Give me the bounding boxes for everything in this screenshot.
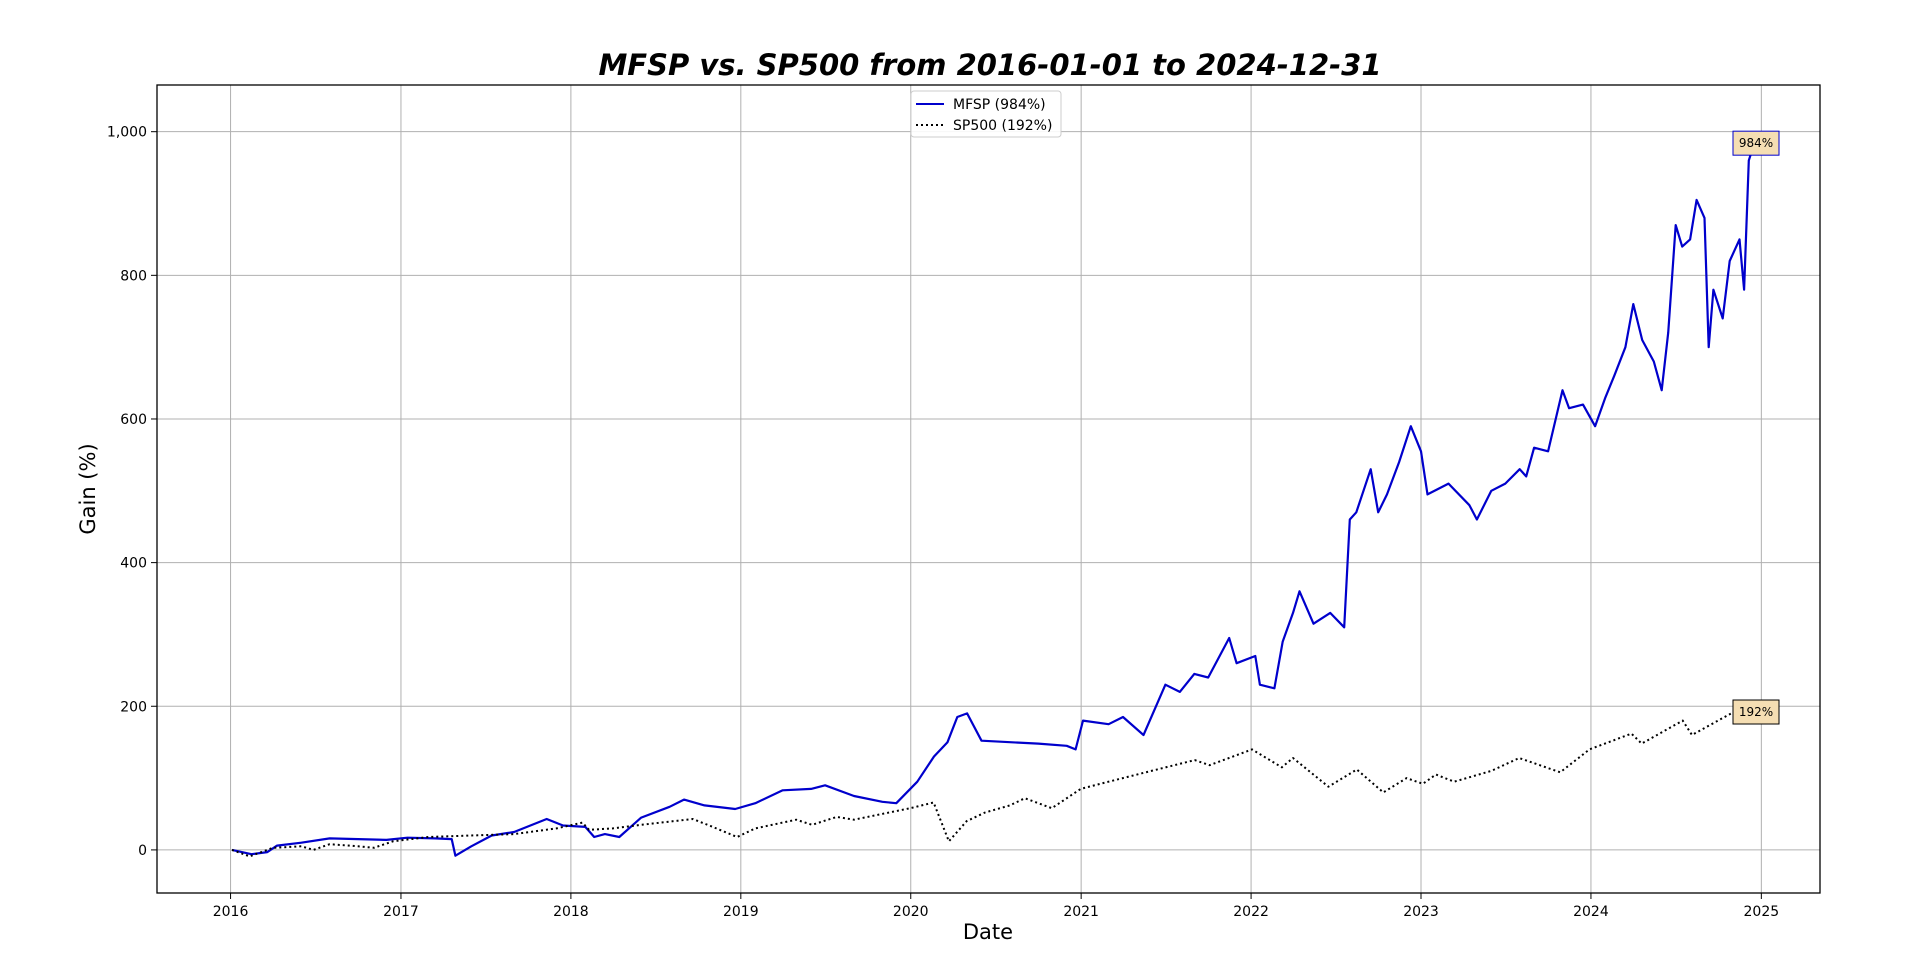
end-label-box — [1732, 130, 1780, 156]
x-tick-label: 2023 — [1403, 904, 1439, 920]
y-axis-label: Gain (%) — [76, 443, 100, 534]
x-tick-label: 2018 — [553, 904, 589, 920]
x-tick-label: 2025 — [1744, 904, 1780, 920]
y-tick-label: 1,000 — [107, 125, 147, 141]
x-tick-label: 2024 — [1573, 904, 1609, 920]
x-tick-label: 2019 — [723, 904, 759, 920]
x-tick-label: 2016 — [213, 904, 249, 920]
x-tick-label: 2022 — [1233, 904, 1269, 920]
y-tick-label: 800 — [120, 268, 147, 284]
end-label-box — [1732, 699, 1780, 725]
end-label: 984% — [1739, 136, 1773, 150]
x-tick-label: 2020 — [893, 904, 929, 920]
x-tick-label: 2021 — [1063, 904, 1099, 920]
plot-area — [156, 84, 1821, 894]
mfsp-series-line — [231, 142, 1762, 857]
legend-box — [910, 90, 1062, 138]
x-axis-ticks: 2016 2017 2018 2019 2020 2021 2022 2023 2024 2025 — [213, 893, 1779, 920]
y-tick-label: 400 — [120, 556, 147, 572]
chart-title: MFSP vs. SP500 from 2016-01-01 to 2024-1… — [598, 48, 1381, 82]
end-annotations: 984% 192% — [1732, 130, 1780, 725]
y-axis-ticks: 0 200 400 600 800 1,000 — [107, 125, 157, 859]
y-tick-label: 0 — [138, 843, 147, 859]
y-tick-label: 200 — [120, 699, 147, 715]
sp500-series-line — [231, 701, 1762, 858]
y-tick-label: 600 — [120, 412, 147, 428]
legend-label: MFSP (984%) — [953, 97, 1046, 113]
end-label: 192% — [1739, 705, 1773, 719]
legend-label: SP500 (192%) — [953, 118, 1052, 134]
legend: MFSP (984%) SP500 (192%) — [910, 90, 1062, 138]
x-axis-label: Date — [963, 920, 1013, 944]
grid-lines — [157, 85, 1820, 893]
x-tick-label: 2017 — [383, 904, 419, 920]
plot-series — [231, 142, 1762, 858]
